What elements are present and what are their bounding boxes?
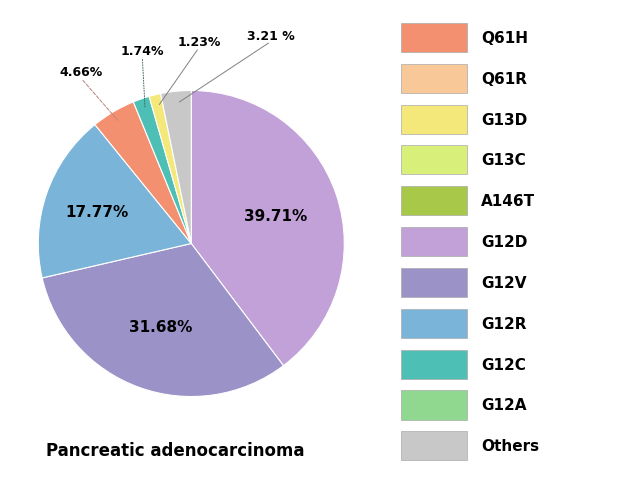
FancyBboxPatch shape xyxy=(401,146,467,175)
Text: A146T: A146T xyxy=(481,194,535,209)
Text: Others: Others xyxy=(481,438,539,453)
Wedge shape xyxy=(38,125,191,278)
Text: G12D: G12D xyxy=(481,235,528,249)
Wedge shape xyxy=(95,102,191,244)
Text: 39.71%: 39.71% xyxy=(244,208,307,224)
FancyBboxPatch shape xyxy=(401,309,467,338)
Text: 31.68%: 31.68% xyxy=(129,320,193,335)
FancyBboxPatch shape xyxy=(401,24,467,53)
Text: 1.74%: 1.74% xyxy=(120,45,164,58)
Text: G13D: G13D xyxy=(481,112,528,127)
Text: G12V: G12V xyxy=(481,275,526,290)
Text: 17.77%: 17.77% xyxy=(65,204,129,219)
Wedge shape xyxy=(160,91,191,244)
Wedge shape xyxy=(42,244,283,397)
FancyBboxPatch shape xyxy=(401,227,467,257)
FancyBboxPatch shape xyxy=(401,431,467,461)
Text: Q61R: Q61R xyxy=(481,72,527,86)
FancyBboxPatch shape xyxy=(401,390,467,420)
Text: G13C: G13C xyxy=(481,153,526,168)
Text: Pancreatic adenocarcinoma: Pancreatic adenocarcinoma xyxy=(46,441,304,459)
Text: 4.66%: 4.66% xyxy=(59,66,102,79)
FancyBboxPatch shape xyxy=(401,268,467,297)
Wedge shape xyxy=(149,94,191,244)
FancyBboxPatch shape xyxy=(401,187,467,216)
Wedge shape xyxy=(133,97,191,244)
Text: G12C: G12C xyxy=(481,357,526,372)
Text: Q61H: Q61H xyxy=(481,31,528,46)
FancyBboxPatch shape xyxy=(401,64,467,94)
FancyBboxPatch shape xyxy=(401,350,467,379)
Text: 3.21 %: 3.21 % xyxy=(247,29,295,42)
FancyBboxPatch shape xyxy=(401,105,467,134)
Wedge shape xyxy=(191,91,344,366)
Text: 1.23%: 1.23% xyxy=(177,36,221,48)
Text: G12R: G12R xyxy=(481,316,526,331)
Text: G12A: G12A xyxy=(481,398,526,413)
